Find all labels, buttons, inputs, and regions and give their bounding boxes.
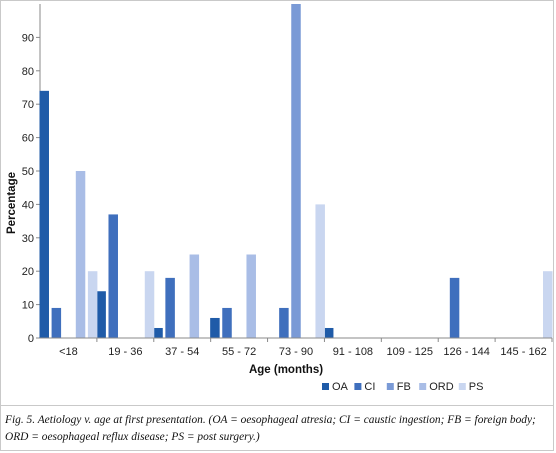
bar-ord — [75, 171, 86, 338]
bar-fb — [291, 4, 301, 338]
bar-oa — [153, 327, 163, 338]
y-tick-label: 40 — [22, 199, 34, 211]
x-tick-label: 19 - 36 — [108, 346, 142, 358]
bar-ci — [222, 307, 232, 338]
bar-oa — [39, 90, 49, 338]
bar-chart: 0 10 20 30 40 50 60 70 80 90 <18 19 - 36 37 - 54 55 … — [6, 4, 553, 393]
bar-ci — [449, 277, 460, 338]
y-tick-label: 30 — [22, 233, 34, 245]
y-tick-label: 0 — [28, 333, 34, 345]
x-tick-label: <18 — [59, 346, 78, 358]
y-tick-label: 10 — [22, 300, 34, 312]
bar-ps — [315, 204, 325, 338]
x-tick-label: 145 - 162 — [500, 346, 546, 358]
legend-swatch — [458, 383, 466, 390]
legend-swatch — [419, 383, 427, 390]
y-tick-label: 20 — [22, 266, 34, 278]
y-tick-label: 80 — [22, 66, 34, 78]
y-tick-label: 90 — [22, 32, 34, 44]
bar-oa — [323, 327, 334, 338]
bar-ci — [108, 214, 118, 338]
bar-ord — [246, 254, 256, 338]
bar-ps — [144, 271, 155, 338]
x-tick-label: 109 - 125 — [387, 346, 433, 358]
caption-separator — [1, 405, 553, 406]
figure-caption: Fig. 5. Aetiology v. age at first presen… — [5, 414, 536, 443]
y-tick-label: 70 — [22, 99, 34, 111]
y-axis-title: Percentage — [6, 172, 18, 234]
x-tick-label: 91 - 108 — [333, 346, 373, 358]
x-tick-label: 73 - 90 — [279, 346, 313, 358]
x-axis-title: Age (months) — [249, 364, 323, 376]
bar-oa — [96, 291, 106, 338]
legend-swatch — [354, 383, 362, 390]
x-tick-label: 126 - 144 — [443, 346, 489, 358]
legend-swatch — [322, 383, 329, 390]
bar-oa — [210, 317, 220, 338]
y-tick-label: 50 — [22, 166, 34, 178]
x-axis: <18 19 - 36 37 - 54 55 - 72 73 - 90 91 - 108 1… — [40, 337, 553, 358]
x-tick-label: 37 - 54 — [165, 346, 199, 358]
bar-ci — [165, 277, 175, 338]
legend-swatch — [386, 383, 394, 390]
legend: OA CI FB ORD PS — [322, 381, 483, 393]
legend-label: FB — [397, 381, 411, 393]
legend-label: CI — [364, 381, 375, 393]
bar-ps — [87, 271, 98, 338]
x-tick-label: 55 - 72 — [222, 346, 256, 358]
y-tick-label: 60 — [22, 133, 34, 145]
legend-label: ORD — [429, 381, 454, 393]
bar-ci — [279, 307, 289, 338]
bar-ci — [51, 307, 62, 338]
legend-label: PS — [469, 381, 484, 393]
legend-label: OA — [332, 381, 349, 393]
bar-ord — [189, 254, 200, 338]
y-axis: 0 10 20 30 40 50 60 70 80 90 — [22, 4, 41, 345]
bar-ps — [543, 271, 553, 338]
bars — [39, 4, 553, 338]
